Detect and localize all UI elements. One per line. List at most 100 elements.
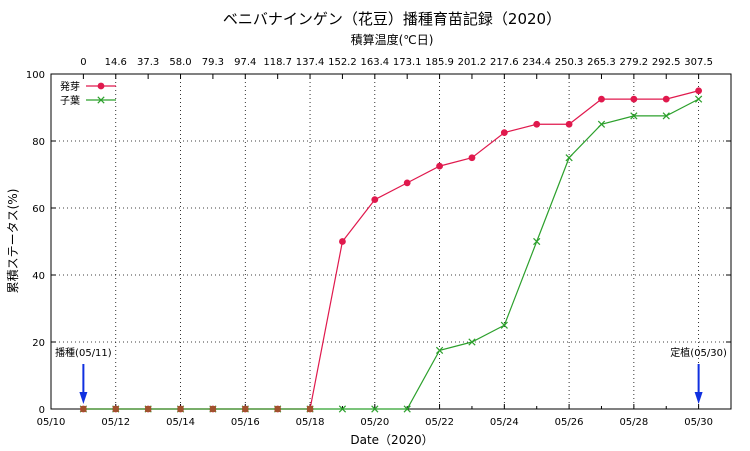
overlap-point bbox=[307, 406, 314, 412]
chart-title: ベニバナインゲン（花豆）播種育苗記録（2020） bbox=[223, 10, 561, 28]
x-tick-label: 05/30 bbox=[684, 417, 713, 428]
legend-marker bbox=[97, 96, 105, 104]
y-tick-label: 80 bbox=[32, 137, 45, 148]
data-point bbox=[403, 179, 411, 187]
top-tick-label: 279.2 bbox=[620, 57, 649, 68]
data-point bbox=[436, 162, 443, 170]
marker-stroke bbox=[662, 112, 670, 120]
data-point bbox=[533, 120, 541, 128]
overlap-point bbox=[209, 406, 216, 412]
overlap-point bbox=[274, 406, 281, 412]
data-point bbox=[598, 95, 605, 103]
legend-marker bbox=[97, 82, 105, 90]
top-tick-label: 163.4 bbox=[360, 57, 389, 68]
data-point bbox=[339, 238, 346, 245]
data-point bbox=[662, 112, 670, 120]
top-tick-label: 201.2 bbox=[458, 57, 487, 68]
y-axis-ticks: 0 20 40 60 80 100 bbox=[26, 70, 731, 416]
data-point bbox=[338, 405, 347, 413]
top-tick-label: 234.4 bbox=[522, 57, 551, 68]
top-tick-label: 37.3 bbox=[137, 57, 159, 68]
data-point bbox=[565, 120, 573, 128]
x-tick-label: 05/20 bbox=[360, 417, 389, 428]
x-axis-label: Date（2020） bbox=[350, 433, 433, 447]
overlap-point bbox=[242, 406, 249, 412]
x-tick-label: 05/16 bbox=[231, 417, 260, 428]
data-point bbox=[630, 112, 638, 120]
top-tick-label: 14.6 bbox=[105, 57, 127, 68]
top-tick-label: 250.3 bbox=[555, 57, 584, 68]
overlap-point bbox=[80, 406, 87, 412]
series-2 bbox=[79, 95, 703, 413]
series-layer bbox=[79, 87, 703, 413]
y-tick-label: 20 bbox=[32, 338, 45, 349]
data-point bbox=[468, 338, 476, 346]
top-tick-label: 292.5 bbox=[652, 57, 681, 68]
x-tick-label: 05/24 bbox=[490, 417, 519, 428]
top-tick-label: 307.5 bbox=[684, 57, 713, 68]
marker-stroke bbox=[403, 405, 411, 413]
top-tick-label: 79.3 bbox=[202, 57, 224, 68]
plot-frame bbox=[50, 73, 732, 410]
y-tick-label: 60 bbox=[32, 204, 45, 215]
data-point bbox=[371, 405, 379, 413]
y-tick-label: 100 bbox=[26, 70, 45, 81]
marker-stroke bbox=[694, 95, 703, 103]
data-point bbox=[662, 95, 670, 103]
data-point bbox=[435, 346, 444, 354]
data-point bbox=[533, 237, 541, 246]
annotation-1: 播種(05/11) bbox=[55, 346, 112, 404]
marker-stroke bbox=[533, 237, 541, 246]
top-tick-label: 185.9 bbox=[425, 57, 454, 68]
x-tick-label: 05/10 bbox=[37, 417, 66, 428]
x-tick-label: 05/28 bbox=[619, 417, 648, 428]
series-line bbox=[83, 90, 699, 410]
marker-stroke bbox=[468, 338, 476, 346]
data-point bbox=[371, 196, 379, 204]
top-tick-label: 152.2 bbox=[328, 57, 357, 68]
top-tick-label: 0 bbox=[80, 57, 86, 68]
x-tick-label: 05/12 bbox=[101, 417, 130, 428]
data-point bbox=[694, 95, 703, 103]
marker-stroke bbox=[371, 405, 379, 413]
marker-stroke bbox=[565, 154, 573, 162]
top-tick-label: 58.0 bbox=[169, 57, 191, 68]
annotation-arrow-head bbox=[79, 392, 88, 404]
annotation-label: 定植(05/30) bbox=[670, 346, 727, 359]
series-line bbox=[83, 98, 699, 410]
data-point bbox=[500, 321, 508, 329]
x-tick-label: 05/14 bbox=[166, 417, 195, 428]
legend-item-2: 子葉 bbox=[60, 94, 116, 107]
data-point bbox=[597, 120, 606, 128]
overlap-point bbox=[177, 406, 184, 412]
top-axis-label: 積算温度(℃日) bbox=[351, 32, 434, 47]
x-tick-label: 05/26 bbox=[555, 417, 584, 428]
marker-stroke bbox=[597, 120, 606, 128]
marker-stroke bbox=[338, 405, 347, 413]
annotation-arrow-head bbox=[694, 392, 703, 404]
legend-label: 発芽 bbox=[60, 80, 80, 93]
top-tick-label: 137.4 bbox=[296, 57, 325, 68]
annotation-layer: 播種(05/11) 定植(05/30) bbox=[55, 346, 727, 404]
top-tick-label: 217.6 bbox=[490, 57, 519, 68]
marker-stroke bbox=[630, 112, 638, 120]
data-point bbox=[630, 95, 638, 103]
marker-stroke bbox=[500, 321, 508, 329]
top-axis-ticks: 0 14.6 37.3 58.0 79.3 97.4 118.7 137.4 152.2 163.… bbox=[80, 57, 713, 79]
marker-stroke bbox=[435, 346, 444, 354]
data-point bbox=[500, 129, 508, 137]
data-point bbox=[468, 154, 476, 162]
series-1 bbox=[79, 87, 703, 413]
top-tick-label: 118.7 bbox=[263, 57, 292, 68]
data-point bbox=[695, 87, 703, 95]
x-tick-label: 05/18 bbox=[296, 417, 325, 428]
y-axis-label: 累積ステータス(%) bbox=[5, 189, 20, 294]
legend-item-1: 発芽 bbox=[60, 80, 116, 93]
top-tick-label: 265.3 bbox=[587, 57, 616, 68]
overlap-point bbox=[145, 406, 152, 412]
grid-layer bbox=[51, 74, 731, 409]
y-tick-label: 0 bbox=[39, 405, 45, 416]
data-point bbox=[565, 154, 573, 162]
